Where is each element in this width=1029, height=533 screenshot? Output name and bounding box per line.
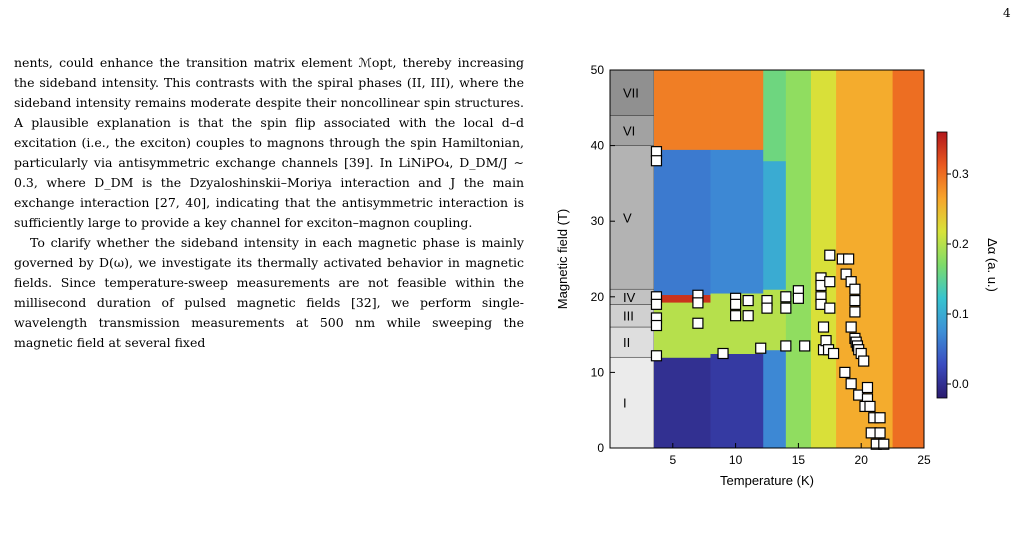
heatmap-cell bbox=[763, 70, 787, 162]
phase-band-VI bbox=[609, 115, 655, 146]
data-point bbox=[650, 155, 663, 167]
phase-band-I bbox=[609, 356, 655, 449]
data-point bbox=[730, 298, 742, 310]
figure-phase-diagram: I II III IV V VI VII 5 10 15 20 25 0 10 20 30 40 50 Temp… bbox=[535, 50, 1025, 530]
data-point bbox=[780, 340, 792, 352]
heatmap-cell bbox=[763, 160, 787, 290]
x-tick-label: 10 bbox=[729, 453, 743, 467]
page-number: 4 bbox=[1003, 6, 1011, 20]
data-point bbox=[864, 400, 876, 413]
colorbar-tick-label: 0.0 bbox=[952, 377, 969, 391]
data-point bbox=[780, 302, 792, 314]
y-tick-label: 20 bbox=[591, 290, 605, 304]
data-point bbox=[650, 350, 663, 362]
phase-label: V bbox=[623, 210, 632, 225]
data-point bbox=[755, 342, 767, 354]
data-point bbox=[849, 283, 861, 295]
x-tick-label: 5 bbox=[669, 453, 676, 467]
data-point bbox=[692, 297, 704, 309]
y-tick-label: 30 bbox=[591, 214, 605, 228]
heatmap-cell bbox=[892, 70, 924, 448]
heatmap-cell bbox=[653, 302, 711, 358]
heatmap-cell bbox=[653, 70, 711, 150]
phase-band-V bbox=[609, 145, 655, 290]
y-tick-label: 10 bbox=[591, 365, 605, 379]
heatmap-cell bbox=[710, 149, 764, 294]
data-point bbox=[827, 347, 840, 360]
data-point bbox=[839, 366, 851, 378]
heatmap-cell bbox=[710, 70, 764, 150]
text-column: nents, could enhance the transition matr… bbox=[14, 53, 524, 353]
data-point bbox=[849, 306, 861, 318]
heatmap-cell bbox=[785, 70, 812, 448]
data-point bbox=[780, 291, 792, 303]
phase-label: I bbox=[623, 396, 627, 411]
data-point bbox=[824, 302, 836, 314]
phase-label: II bbox=[623, 335, 630, 350]
data-point bbox=[845, 321, 857, 333]
heatmap-cell bbox=[653, 294, 711, 303]
data-point bbox=[799, 340, 811, 352]
data-point bbox=[817, 321, 830, 333]
heatmap-layer bbox=[653, 70, 924, 448]
data-point bbox=[692, 317, 704, 329]
x-tick-label: 15 bbox=[792, 453, 806, 467]
data-point bbox=[650, 298, 663, 310]
colorbar-tick-label: 0.2 bbox=[952, 237, 969, 251]
data-point bbox=[730, 310, 742, 322]
colorbar-tick-label: 0.3 bbox=[952, 167, 969, 181]
plot-frame bbox=[609, 69, 925, 449]
heatmap-cell bbox=[763, 349, 787, 448]
paragraph-2: To clarify whether the sideband intensit… bbox=[14, 235, 524, 350]
colorbar-label: Δα (a. u.) bbox=[985, 238, 1000, 292]
data-point bbox=[742, 310, 754, 322]
data-point bbox=[874, 427, 886, 439]
data-point bbox=[761, 302, 773, 314]
y-tick-label: 50 bbox=[591, 63, 605, 77]
y-tick-label: 0 bbox=[597, 441, 604, 455]
data-point bbox=[824, 249, 836, 261]
heatmap-cell bbox=[653, 357, 711, 448]
data-point bbox=[874, 412, 886, 424]
data-point bbox=[845, 378, 857, 390]
heatmap-cell bbox=[710, 353, 764, 448]
phase-label: IV bbox=[623, 290, 636, 305]
data-point bbox=[717, 347, 729, 360]
axes: 5 10 15 20 25 0 10 20 30 40 50 bbox=[591, 63, 931, 467]
data-point bbox=[824, 276, 836, 288]
data-points bbox=[650, 146, 890, 450]
paragraph-1: nents, could enhance the transition matr… bbox=[14, 55, 524, 230]
phase-label: III bbox=[623, 309, 634, 324]
data-point bbox=[843, 253, 855, 265]
phase-band-II bbox=[609, 326, 655, 358]
data-point bbox=[849, 294, 861, 307]
data-point bbox=[792, 292, 804, 304]
x-tick-label: 25 bbox=[917, 453, 931, 467]
data-point bbox=[878, 438, 890, 450]
y-tick-label: 40 bbox=[591, 139, 605, 153]
x-tick-label: 20 bbox=[855, 453, 869, 467]
x-axis-label: Temperature (K) bbox=[720, 473, 814, 488]
colorbar-tick-label: 0.1 bbox=[952, 307, 969, 321]
phase-label: VI bbox=[623, 123, 635, 138]
data-point bbox=[650, 319, 663, 332]
data-point bbox=[861, 381, 874, 394]
data-point bbox=[858, 355, 870, 367]
colorbar-scale bbox=[936, 131, 948, 399]
colorbar: 0.0 0.1 0.2 0.3 bbox=[936, 131, 969, 399]
y-axis-label: Magnetic field (T) bbox=[555, 209, 570, 309]
data-point bbox=[742, 294, 754, 307]
heatmap-cell bbox=[653, 149, 711, 296]
phase-label: VII bbox=[623, 86, 639, 101]
